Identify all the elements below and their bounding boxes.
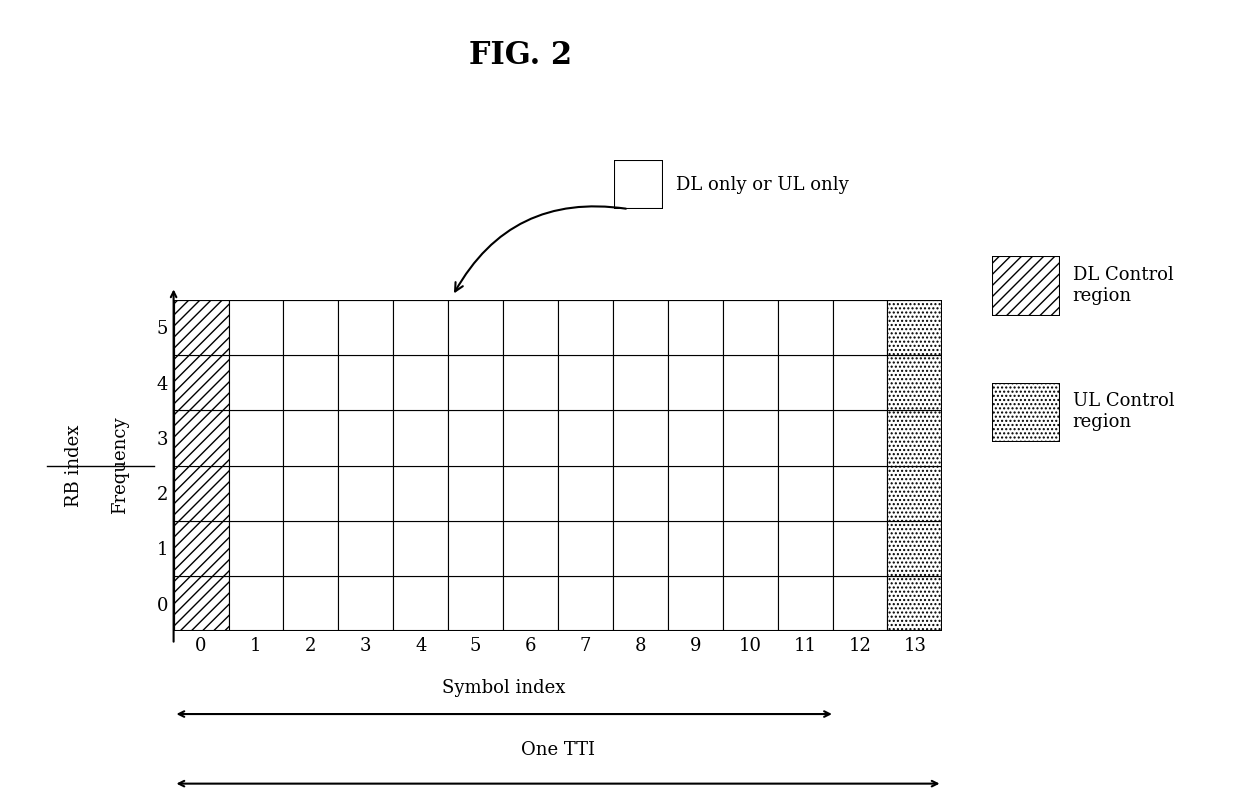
Bar	[228, 466, 284, 521]
Bar	[558, 521, 613, 576]
Bar	[393, 521, 448, 576]
Bar	[174, 576, 228, 631]
Text: Frequency: Frequency	[110, 417, 129, 514]
Bar	[832, 410, 888, 466]
Bar	[174, 300, 228, 355]
Bar	[777, 466, 832, 521]
Bar	[723, 576, 777, 631]
Bar	[613, 466, 668, 521]
Bar	[284, 576, 339, 631]
Bar	[888, 300, 942, 355]
Bar	[284, 355, 339, 410]
Bar	[228, 410, 284, 466]
Bar	[503, 355, 558, 410]
Bar	[723, 466, 777, 521]
Bar	[777, 300, 832, 355]
Bar	[339, 576, 393, 631]
Bar	[832, 521, 888, 576]
Text: Symbol index: Symbol index	[443, 679, 565, 697]
Bar	[284, 466, 339, 521]
Bar	[777, 576, 832, 631]
Bar	[228, 521, 284, 576]
Bar	[393, 576, 448, 631]
Bar	[339, 521, 393, 576]
Bar	[723, 355, 777, 410]
Bar	[668, 300, 723, 355]
Bar	[503, 576, 558, 631]
Bar	[832, 355, 888, 410]
Bar	[284, 410, 339, 466]
Bar	[174, 521, 228, 576]
Text: DL Control
region: DL Control region	[1073, 266, 1173, 305]
Bar	[339, 300, 393, 355]
Bar	[448, 466, 503, 521]
Bar	[832, 466, 888, 521]
Bar	[723, 300, 777, 355]
Bar	[668, 576, 723, 631]
Bar	[448, 410, 503, 466]
Bar	[668, 521, 723, 576]
Bar	[284, 300, 339, 355]
Bar	[613, 410, 668, 466]
Bar	[613, 521, 668, 576]
Bar	[448, 355, 503, 410]
Bar	[284, 521, 339, 576]
Text: One TTI: One TTI	[521, 742, 595, 760]
Bar	[339, 410, 393, 466]
Text: UL Control
region: UL Control region	[1073, 392, 1174, 432]
Bar	[558, 576, 613, 631]
Bar	[668, 355, 723, 410]
Text: RB index: RB index	[64, 424, 83, 507]
Bar	[668, 466, 723, 521]
Bar	[558, 300, 613, 355]
Text: FIG. 2: FIG. 2	[469, 39, 573, 71]
Bar	[558, 466, 613, 521]
Bar	[448, 521, 503, 576]
Bar	[668, 410, 723, 466]
Bar	[503, 466, 558, 521]
Bar	[888, 410, 942, 466]
Bar	[503, 300, 558, 355]
Bar	[503, 521, 558, 576]
FancyArrowPatch shape	[455, 207, 626, 291]
Bar	[228, 576, 284, 631]
Bar	[558, 410, 613, 466]
Bar	[393, 355, 448, 410]
Bar	[613, 355, 668, 410]
Bar	[777, 355, 832, 410]
Bar	[832, 300, 888, 355]
Bar	[174, 410, 228, 466]
Bar	[777, 521, 832, 576]
Bar	[339, 466, 393, 521]
Bar	[228, 300, 284, 355]
Bar	[174, 466, 228, 521]
Bar	[448, 300, 503, 355]
Bar	[613, 576, 668, 631]
Bar	[393, 410, 448, 466]
Bar	[228, 355, 284, 410]
Bar	[613, 300, 668, 355]
Bar	[723, 521, 777, 576]
Text: DL only or UL only: DL only or UL only	[676, 176, 848, 193]
Bar	[503, 410, 558, 466]
Bar	[723, 410, 777, 466]
Bar	[393, 300, 448, 355]
Bar	[888, 466, 942, 521]
Bar	[339, 355, 393, 410]
Bar	[393, 466, 448, 521]
Bar	[832, 576, 888, 631]
Bar	[777, 410, 832, 466]
Bar	[888, 576, 942, 631]
Bar	[174, 355, 228, 410]
Bar	[888, 355, 942, 410]
Bar	[888, 521, 942, 576]
Bar	[448, 576, 503, 631]
Bar	[558, 355, 613, 410]
